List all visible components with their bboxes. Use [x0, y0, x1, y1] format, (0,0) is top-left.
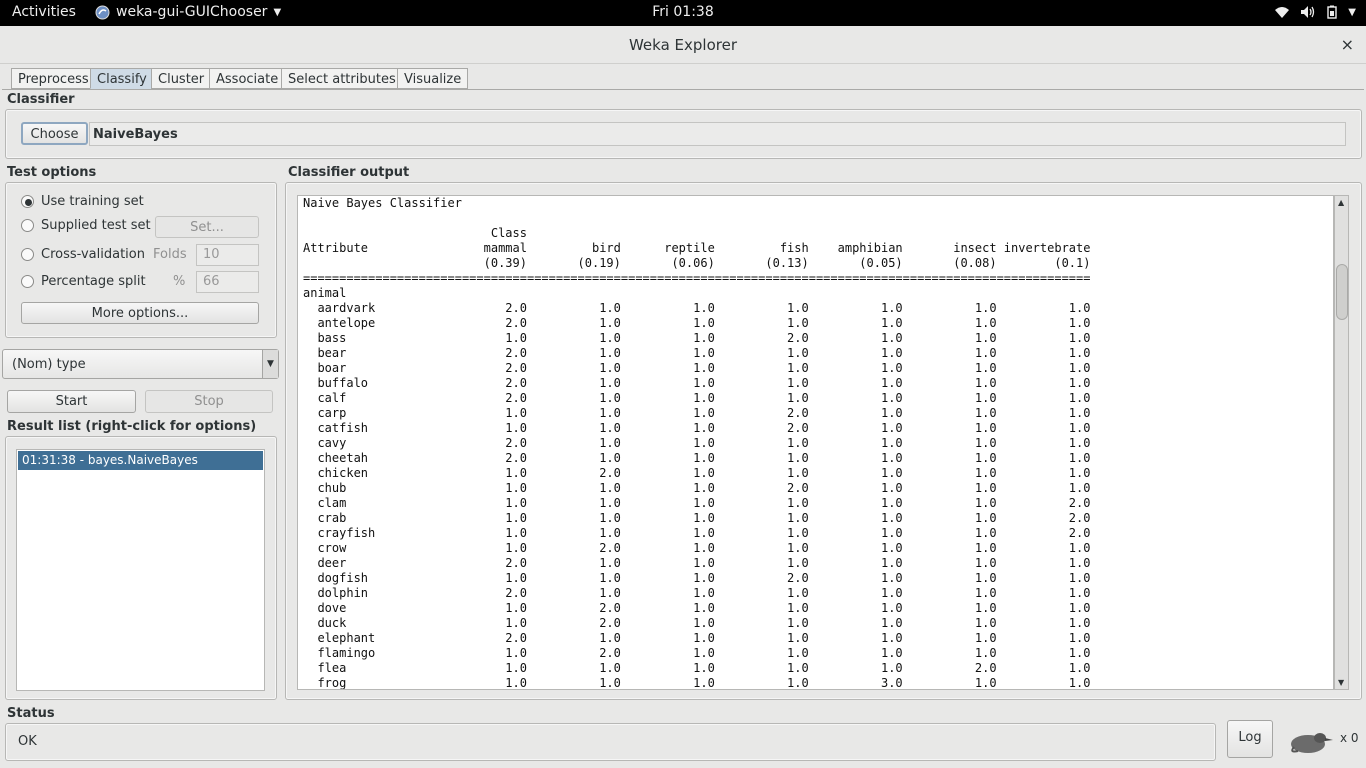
scroll-up-icon[interactable]: ▲ — [1338, 198, 1345, 207]
start-button[interactable]: Start — [7, 390, 136, 413]
status-panel: OK — [5, 723, 1216, 761]
tab-cluster[interactable]: Cluster — [151, 68, 212, 89]
scrollbar-thumb[interactable] — [1336, 264, 1348, 320]
system-tray[interactable]: ▼ — [1274, 5, 1356, 19]
output-vertical-scrollbar[interactable]: ▲ ▼ — [1334, 195, 1349, 690]
test-options-section-label: Test options — [7, 165, 97, 180]
classifier-section-label: Classifier — [7, 92, 75, 107]
choose-button[interactable]: Choose — [21, 122, 88, 145]
percentage-split-label: Percentage split — [41, 274, 146, 289]
battery-icon — [1327, 5, 1337, 19]
tab-preprocess[interactable]: Preprocess — [11, 68, 96, 89]
use-training-set-radio[interactable] — [21, 195, 34, 208]
supplied-test-set-radio[interactable] — [21, 219, 34, 232]
percent-label: % — [173, 274, 186, 289]
chevron-down-icon[interactable]: ▼ — [262, 350, 278, 378]
chevron-down-icon: ▼ — [1348, 6, 1356, 18]
tab-associate[interactable]: Associate — [209, 68, 286, 89]
class-attribute-dropdown[interactable]: (Nom) type ▼ — [2, 349, 279, 379]
status-section-label: Status — [7, 706, 55, 721]
close-icon[interactable]: × — [1340, 35, 1354, 54]
window-title: Weka Explorer — [628, 36, 738, 54]
class-attribute-value: (Nom) type — [12, 357, 86, 372]
classifier-output-section-label: Classifier output — [288, 165, 410, 180]
use-training-set-label: Use training set — [41, 194, 144, 209]
set-test-set-button[interactable]: Set... — [155, 216, 259, 238]
folds-input[interactable]: 10 — [196, 244, 259, 266]
classifier-name-field[interactable]: NaiveBayes — [89, 122, 1346, 146]
activities-button[interactable]: Activities — [12, 4, 76, 20]
app-menu-label: weka-gui-GUIChooser — [116, 4, 268, 20]
folds-label: Folds — [153, 247, 187, 262]
classifier-output-text[interactable]: Naive Bayes Classifier Class Attribute m… — [297, 195, 1334, 690]
supplied-test-set-label: Supplied test set — [41, 218, 151, 233]
stop-button[interactable]: Stop — [145, 390, 273, 413]
more-options-button[interactable]: More options... — [21, 302, 259, 324]
tab-visualize[interactable]: Visualize — [397, 68, 469, 89]
classifier-output-content: Naive Bayes Classifier Class Attribute m… — [303, 196, 1091, 690]
result-list[interactable]: 01:31:38 - bayes.NaiveBayes — [16, 449, 265, 691]
tab-select-attributes[interactable]: Select attributes — [281, 68, 403, 89]
result-list-item[interactable]: 01:31:38 - bayes.NaiveBayes — [18, 451, 263, 470]
chevron-down-icon: ▼ — [273, 6, 282, 18]
cross-validation-label: Cross-validation — [41, 247, 145, 262]
tab-divider — [2, 89, 1364, 90]
weka-bird-icon — [1291, 733, 1333, 753]
result-list-section-label: Result list (right-click for options) — [7, 419, 257, 434]
log-button[interactable]: Log — [1227, 720, 1273, 758]
app-menu[interactable]: weka-gui-GUIChooser ▼ — [95, 4, 281, 20]
cross-validation-radio[interactable] — [21, 248, 34, 261]
status-count: x 0 — [1340, 731, 1359, 745]
wifi-icon — [1275, 7, 1290, 18]
window-title-bar[interactable]: Weka Explorer × — [0, 26, 1366, 64]
system-top-bar: Activities weka-gui-GUIChooser ▼ Fri 01:… — [0, 0, 1366, 26]
tab-classify[interactable]: Classify — [90, 68, 154, 89]
volume-icon — [1301, 6, 1315, 18]
clock[interactable]: Fri 01:38 — [652, 4, 714, 20]
scroll-down-icon[interactable]: ▼ — [1338, 678, 1345, 687]
percentage-split-input[interactable]: 66 — [196, 271, 259, 293]
percentage-split-radio[interactable] — [21, 275, 34, 288]
status-text: OK — [18, 734, 37, 749]
weka-app-icon — [95, 5, 110, 19]
